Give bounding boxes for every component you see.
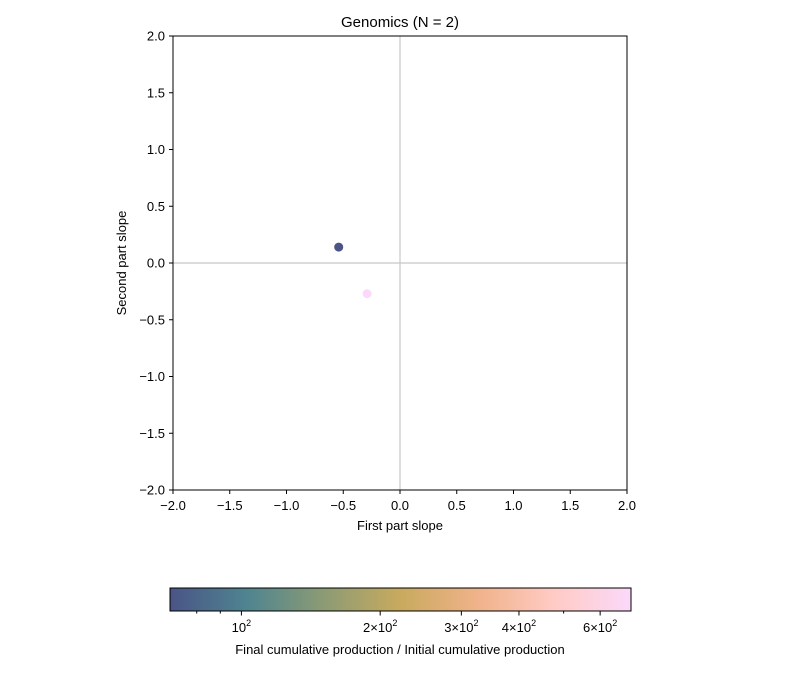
colorbar-tick-label: 3×102 — [444, 618, 478, 635]
x-tick-label: 0.5 — [448, 498, 466, 513]
colorbar-tick-label: 4×102 — [502, 618, 536, 635]
y-axis-label: Second part slope — [114, 211, 129, 316]
x-tick-label: 1.0 — [504, 498, 522, 513]
x-tick-label: 0.0 — [391, 498, 409, 513]
colorbar-tick-label: 2×102 — [363, 618, 397, 635]
y-tick-label: 1.5 — [147, 85, 165, 100]
y-tick-label: −1.5 — [139, 426, 165, 441]
colorbar-tick-label: 6×102 — [583, 618, 617, 635]
y-tick-label: −1.0 — [139, 369, 165, 384]
x-tick-label: 2.0 — [618, 498, 636, 513]
y-tick-label: −2.0 — [139, 483, 165, 498]
reference-lines — [173, 36, 627, 490]
x-axis-label: First part slope — [357, 518, 443, 533]
data-points — [334, 242, 372, 299]
x-tick-label: −2.0 — [160, 498, 186, 513]
y-tick-label: −0.5 — [139, 312, 165, 327]
data-point — [362, 289, 372, 299]
chart-title: Genomics (N = 2) — [341, 14, 459, 31]
y-axis-ticks: −2.0 −1.5 −1.0 −0.5 0.0 0.5 1.0 1.5 2.0 — [139, 29, 173, 498]
x-tick-label: −1.5 — [217, 498, 243, 513]
colorbar-label: Final cumulative production / Initial cu… — [235, 642, 565, 657]
colorbar-tick-label: 102 — [232, 618, 251, 635]
data-point — [334, 242, 344, 252]
colorbar: 102 2×102 3×102 4×102 6×102 Final cumulative… — [169, 587, 632, 657]
colorbar-ticks: 102 2×102 3×102 4×102 6×102 — [196, 611, 617, 635]
x-axis-ticks: −2.0 −1.5 −1.0 −0.5 0.0 0.5 1.0 1.5 2.0 — [160, 490, 636, 513]
x-tick-label: −0.5 — [330, 498, 356, 513]
colorbar-gradient — [169, 587, 632, 612]
y-tick-label: 2.0 — [147, 29, 165, 44]
x-tick-label: −1.0 — [274, 498, 300, 513]
y-tick-label: 1.0 — [147, 142, 165, 157]
y-tick-label: 0.5 — [147, 199, 165, 214]
x-tick-label: 1.5 — [561, 498, 579, 513]
y-tick-label: 0.0 — [147, 256, 165, 271]
